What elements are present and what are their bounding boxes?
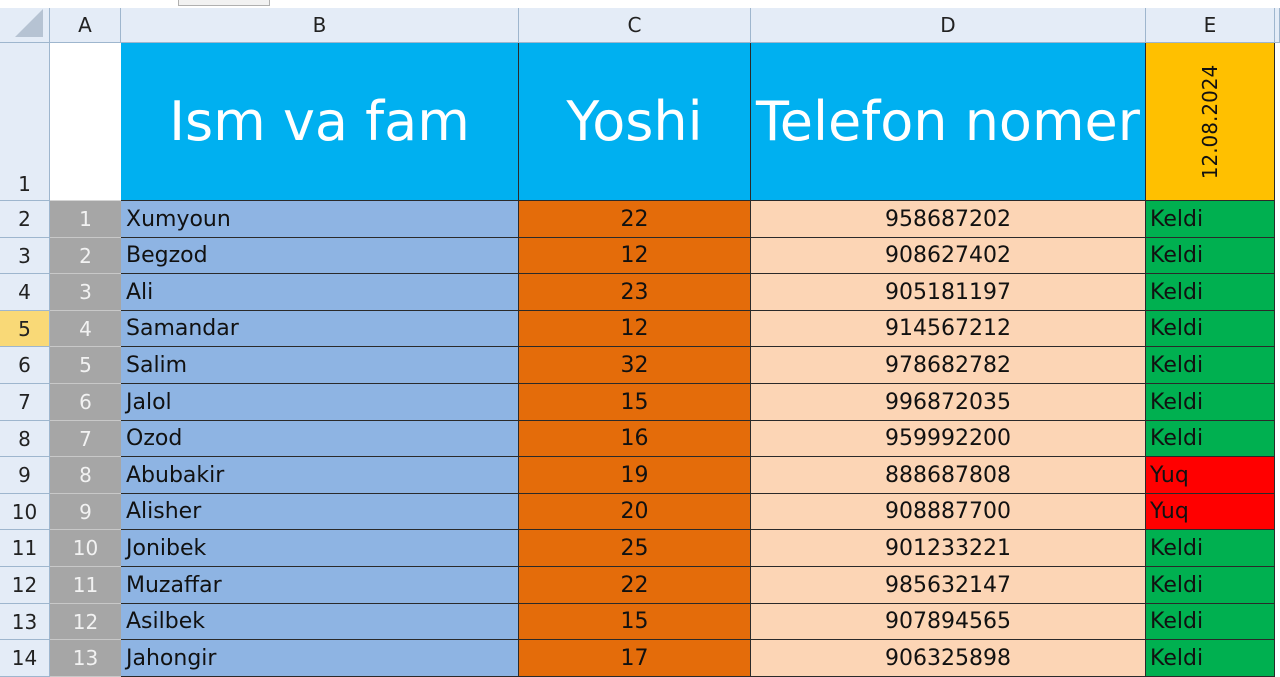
row-header-3[interactable]: 3 — [0, 238, 50, 274]
name-cell[interactable]: Jonibek — [121, 530, 519, 567]
name-box-edge — [178, 0, 270, 6]
row-number-cell[interactable]: 2 — [50, 238, 121, 274]
status-cell[interactable]: Keldi — [1146, 567, 1275, 604]
name-cell[interactable]: Alisher — [121, 494, 519, 530]
name-cell[interactable]: Ali — [121, 274, 519, 311]
status-cell[interactable]: Keldi — [1146, 421, 1275, 457]
name-cell[interactable]: Jalol — [121, 384, 519, 421]
column-header-b[interactable]: B — [121, 8, 519, 43]
name-cell[interactable]: Begzod — [121, 238, 519, 274]
name-cell[interactable]: Xumyoun — [121, 201, 519, 238]
phone-cell[interactable]: 914567212 — [751, 311, 1146, 347]
status-cell[interactable]: Keldi — [1146, 201, 1275, 238]
age-cell[interactable]: 15 — [519, 384, 751, 421]
status-cell[interactable]: Keldi — [1146, 347, 1275, 384]
row-header-4[interactable]: 4 — [0, 274, 50, 311]
phone-cell[interactable]: 888687808 — [751, 457, 1146, 494]
age-cell[interactable]: 23 — [519, 274, 751, 311]
header-age-cell[interactable]: Yoshi — [519, 43, 751, 201]
age-cell[interactable]: 32 — [519, 347, 751, 384]
row-header-8[interactable]: 8 — [0, 421, 50, 457]
phone-cell[interactable]: 907894565 — [751, 604, 1146, 640]
name-cell[interactable]: Ozod — [121, 421, 519, 457]
status-cell[interactable]: Keldi — [1146, 238, 1275, 274]
phone-cell[interactable]: 908627402 — [751, 238, 1146, 274]
row-number-cell[interactable]: 3 — [50, 274, 121, 311]
status-cell[interactable]: Keldi — [1146, 311, 1275, 347]
status-cell[interactable]: Keldi — [1146, 530, 1275, 567]
row-number-cell[interactable]: 12 — [50, 604, 121, 640]
status-cell[interactable]: Keldi — [1146, 384, 1275, 421]
row-number-cell[interactable]: 9 — [50, 494, 121, 530]
phone-cell[interactable]: 901233221 — [751, 530, 1146, 567]
row-number-cell[interactable]: 10 — [50, 530, 121, 567]
select-all-corner[interactable] — [0, 8, 50, 43]
row-header-2[interactable]: 2 — [0, 201, 50, 238]
phone-cell[interactable]: 996872035 — [751, 384, 1146, 421]
name-cell[interactable]: Muzaffar — [121, 567, 519, 604]
age-cell[interactable]: 25 — [519, 530, 751, 567]
age-cell[interactable]: 19 — [519, 457, 751, 494]
row-number-cell[interactable]: 7 — [50, 421, 121, 457]
age-cell[interactable]: 17 — [519, 640, 751, 677]
phone-cell[interactable]: 906325898 — [751, 640, 1146, 677]
age-cell[interactable]: 15 — [519, 604, 751, 640]
column-header-d[interactable]: D — [751, 8, 1146, 43]
column-header-a[interactable]: A — [50, 8, 121, 43]
header-date-cell[interactable]: 12.08.2024 — [1146, 43, 1275, 201]
status-cell[interactable]: Yuq — [1146, 494, 1275, 530]
name-cell[interactable]: Samandar — [121, 311, 519, 347]
age-cell[interactable]: 22 — [519, 201, 751, 238]
row-header-7[interactable]: 7 — [0, 384, 50, 421]
status-cell[interactable]: Keldi — [1146, 604, 1275, 640]
row-number-cell[interactable]: 5 — [50, 347, 121, 384]
phone-cell[interactable]: 908887700 — [751, 494, 1146, 530]
phone-cell[interactable]: 978682782 — [751, 347, 1146, 384]
age-cell[interactable]: 12 — [519, 311, 751, 347]
column-header-f[interactable] — [1275, 8, 1280, 43]
row-number-cell[interactable]: 8 — [50, 457, 121, 494]
phone-cell[interactable]: 905181197 — [751, 274, 1146, 311]
row-number-cell[interactable]: 11 — [50, 567, 121, 604]
row-header-5[interactable]: 5 — [0, 311, 50, 347]
header-date-text: 12.08.2024 — [1198, 64, 1222, 179]
age-cell[interactable]: 16 — [519, 421, 751, 457]
column-header-c[interactable]: C — [519, 8, 751, 43]
phone-cell[interactable]: 958687202 — [751, 201, 1146, 238]
row-header-14[interactable]: 14 — [0, 640, 50, 677]
phone-cell[interactable]: 959992200 — [751, 421, 1146, 457]
select-all-triangle-icon — [15, 9, 43, 37]
column-header-e[interactable]: E — [1146, 8, 1275, 43]
row-header-12[interactable]: 12 — [0, 567, 50, 604]
row-header-10[interactable]: 10 — [0, 494, 50, 530]
row-number-cell[interactable]: 4 — [50, 311, 121, 347]
name-cell[interactable]: Jahongir — [121, 640, 519, 677]
row-number-cell[interactable]: 1 — [50, 201, 121, 238]
age-cell[interactable]: 12 — [519, 238, 751, 274]
status-cell[interactable]: Yuq — [1146, 457, 1275, 494]
row-header-1[interactable]: 1 — [0, 43, 50, 201]
name-cell[interactable]: Salim — [121, 347, 519, 384]
header-phone-cell[interactable]: Telefon nomer — [751, 43, 1146, 201]
header-name-cell[interactable]: Ism va fam — [121, 43, 519, 201]
age-cell[interactable]: 22 — [519, 567, 751, 604]
row-header-11[interactable]: 11 — [0, 530, 50, 567]
name-cell[interactable]: Abubakir — [121, 457, 519, 494]
row-number-cell[interactable]: 13 — [50, 640, 121, 677]
age-cell[interactable]: 20 — [519, 494, 751, 530]
ribbon-edge — [0, 0, 1280, 8]
status-cell[interactable]: Keldi — [1146, 274, 1275, 311]
row-header-9[interactable]: 9 — [0, 457, 50, 494]
row-header-13[interactable]: 13 — [0, 604, 50, 640]
row-header-6[interactable]: 6 — [0, 347, 50, 384]
cell-a1[interactable] — [50, 43, 121, 201]
phone-cell[interactable]: 985632147 — [751, 567, 1146, 604]
name-cell[interactable]: Asilbek — [121, 604, 519, 640]
status-cell[interactable]: Keldi — [1146, 640, 1275, 677]
row-number-cell[interactable]: 6 — [50, 384, 121, 421]
